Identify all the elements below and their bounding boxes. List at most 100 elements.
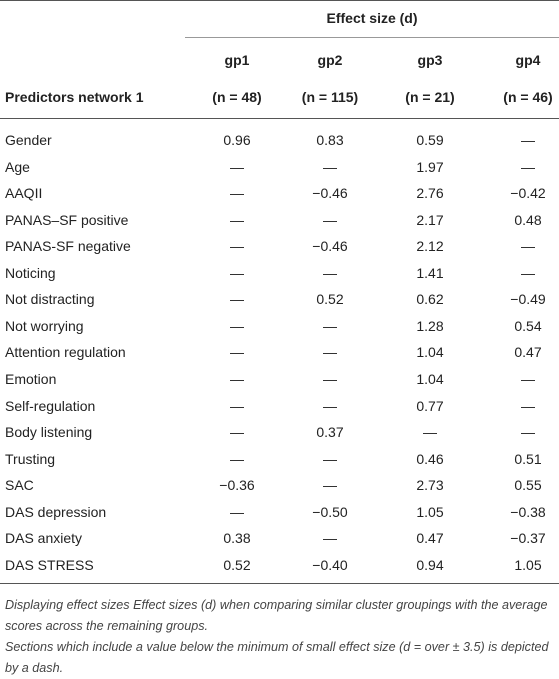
cell-value: — bbox=[230, 185, 244, 202]
row-header: Predictors network 1 bbox=[5, 89, 144, 105]
group-header: Effect size (d) bbox=[326, 10, 418, 26]
cell-value: — bbox=[521, 158, 535, 175]
row-label: Noticing bbox=[5, 264, 56, 281]
cell-value: 0.59 bbox=[416, 132, 444, 148]
cell-value: −0.46 bbox=[312, 185, 348, 202]
row-label: AAQII bbox=[5, 185, 43, 202]
cell-value: 0.83 bbox=[316, 132, 344, 148]
cell-value: −0.36 bbox=[219, 477, 255, 494]
column-size: (n = 21) bbox=[405, 89, 455, 105]
row-label: Self-regulation bbox=[5, 397, 96, 414]
bottom-rule bbox=[0, 583, 559, 584]
cell-value: — bbox=[521, 132, 535, 148]
cell-value: — bbox=[323, 477, 337, 494]
cell-value: 0.38 bbox=[223, 530, 251, 547]
row-label: Age bbox=[5, 158, 30, 175]
cell-value: — bbox=[230, 211, 244, 228]
cell-value: — bbox=[230, 371, 244, 388]
cell-value: — bbox=[521, 264, 535, 281]
footnote: Displaying effect sizes Effect sizes (d)… bbox=[5, 598, 548, 633]
cell-value: — bbox=[230, 344, 244, 361]
cell-value: 0.54 bbox=[514, 317, 542, 334]
cell-value: — bbox=[323, 211, 337, 228]
cell-value: 0.55 bbox=[514, 477, 542, 494]
cell-value: −0.46 bbox=[312, 238, 348, 255]
cell-value: — bbox=[230, 291, 244, 308]
cell-value: — bbox=[323, 450, 337, 467]
cell-value: 1.05 bbox=[416, 503, 444, 520]
cell-value: — bbox=[230, 238, 244, 255]
cell-value: 2.76 bbox=[416, 185, 444, 202]
row-label: Not distracting bbox=[5, 291, 95, 308]
cell-value: — bbox=[323, 264, 337, 281]
column-header: gp4 bbox=[515, 52, 541, 68]
header-rule bbox=[0, 118, 559, 119]
row-label: SAC bbox=[5, 477, 34, 494]
cell-value: 1.97 bbox=[416, 158, 444, 175]
row-label: PANAS-SF negative bbox=[5, 238, 131, 255]
cell-value: — bbox=[323, 530, 337, 547]
cell-value: 0.96 bbox=[223, 132, 251, 148]
cell-value: — bbox=[521, 424, 535, 441]
footnote: Sections which include a value below the… bbox=[5, 640, 549, 675]
cell-value: — bbox=[521, 397, 535, 414]
cell-value: — bbox=[323, 397, 337, 414]
cell-value: 0.52 bbox=[223, 556, 251, 573]
cell-value: — bbox=[521, 371, 535, 388]
cell-value: — bbox=[423, 424, 437, 441]
cell-value: — bbox=[230, 503, 244, 520]
cell-value: — bbox=[230, 317, 244, 334]
cell-value: 0.47 bbox=[416, 530, 444, 547]
column-size: (n = 115) bbox=[301, 89, 359, 105]
row-label: Gender bbox=[5, 132, 52, 148]
cell-value: −0.42 bbox=[510, 185, 546, 202]
column-size: (n = 48) bbox=[212, 89, 262, 105]
cell-value: 2.17 bbox=[416, 211, 444, 228]
cell-value: −0.49 bbox=[510, 291, 546, 308]
cell-value: 1.04 bbox=[416, 344, 444, 361]
row-label: DAS anxiety bbox=[5, 530, 83, 547]
cell-value: −0.38 bbox=[510, 503, 546, 520]
column-header: gp1 bbox=[224, 52, 250, 68]
row-label: PANAS–SF positive bbox=[5, 211, 129, 228]
cell-value: 0.47 bbox=[514, 344, 542, 361]
cell-value: 1.28 bbox=[416, 317, 444, 334]
cell-value: 2.12 bbox=[416, 238, 444, 255]
cell-value: — bbox=[521, 238, 535, 255]
cell-value: 0.46 bbox=[416, 450, 444, 467]
row-label: Attention regulation bbox=[5, 344, 126, 361]
cell-value: 0.52 bbox=[316, 291, 344, 308]
row-label: DAS STRESS bbox=[5, 556, 94, 573]
row-label: DAS depression bbox=[5, 503, 107, 520]
cell-value: 1.04 bbox=[416, 371, 444, 388]
cell-value: −0.50 bbox=[312, 503, 348, 520]
cell-value: — bbox=[230, 158, 244, 175]
row-label: Body listening bbox=[5, 424, 93, 441]
cell-value: 0.94 bbox=[416, 556, 444, 573]
row-label: Trusting bbox=[5, 450, 56, 467]
top-rule bbox=[0, 0, 559, 1]
row-label: Emotion bbox=[5, 371, 57, 388]
column-header: gp3 bbox=[417, 52, 443, 68]
cell-value: — bbox=[230, 264, 244, 281]
cell-value: — bbox=[230, 450, 244, 467]
row-label: Not worrying bbox=[5, 317, 84, 334]
cell-value: −0.40 bbox=[312, 556, 348, 573]
group-rule bbox=[185, 37, 559, 38]
cell-value: −0.37 bbox=[510, 530, 546, 547]
cell-value: — bbox=[230, 424, 244, 441]
cell-value: 0.37 bbox=[316, 424, 344, 441]
footnotes: Displaying effect sizes Effect sizes (d)… bbox=[5, 595, 555, 679]
cell-value: 2.73 bbox=[416, 477, 444, 494]
cell-value: 1.41 bbox=[416, 264, 444, 281]
column-size: (n = 46) bbox=[503, 89, 553, 105]
cell-value: — bbox=[323, 158, 337, 175]
cell-value: — bbox=[323, 344, 337, 361]
cell-value: 1.05 bbox=[514, 556, 542, 573]
cell-value: 0.48 bbox=[514, 211, 542, 228]
cell-value: 0.51 bbox=[514, 450, 542, 467]
cell-value: 0.62 bbox=[416, 291, 444, 308]
cell-value: — bbox=[323, 371, 337, 388]
column-header: gp2 bbox=[317, 52, 343, 68]
